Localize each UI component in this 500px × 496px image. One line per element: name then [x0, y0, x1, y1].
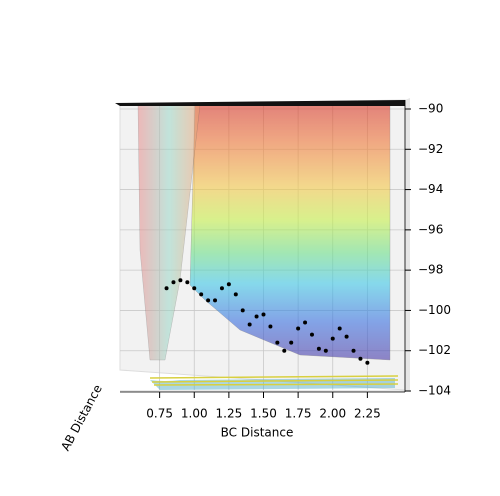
trajectory-point — [275, 340, 280, 345]
y-axis-label: AB Distance — [58, 382, 105, 453]
trajectory-point — [240, 308, 245, 313]
z-tick-label: −104 — [418, 384, 451, 398]
z-tick-label: −92 — [418, 142, 443, 156]
z-tick-label: −96 — [418, 222, 443, 236]
trajectory-point — [309, 332, 314, 337]
trajectory-point — [206, 298, 211, 303]
trajectory-point — [226, 282, 231, 287]
x-tick-label: 0.75 — [146, 407, 173, 421]
trajectory-point — [233, 292, 238, 297]
surface — [115, 100, 405, 390]
x-tick-label: 2.25 — [354, 407, 381, 421]
x-tick-label: 1.00 — [181, 407, 208, 421]
z-tick-label: −102 — [418, 343, 451, 357]
trajectory-point — [171, 280, 176, 285]
z-tick-label: −98 — [418, 263, 443, 277]
trajectory-point — [185, 280, 190, 285]
trajectory-point — [316, 346, 321, 351]
trajectory-point — [254, 314, 259, 319]
x-axis-label: BC Distance — [221, 426, 294, 440]
trajectory-point — [289, 340, 294, 345]
x-tick-label: 1.50 — [250, 407, 277, 421]
trajectory-point — [351, 348, 356, 353]
z-tick-label: −94 — [418, 182, 443, 196]
trajectory-point — [199, 292, 204, 297]
x-tick-label: 1.75 — [285, 407, 312, 421]
trajectory-point — [247, 322, 252, 327]
trajectory-point — [358, 356, 363, 361]
x-tick-label: 1.25 — [216, 407, 243, 421]
trajectory-point — [178, 278, 183, 283]
trajectory-point — [192, 286, 197, 291]
trajectory-point — [261, 312, 266, 317]
trajectory-point — [337, 326, 342, 331]
trajectory-point — [365, 360, 370, 365]
trajectory-point — [164, 286, 169, 291]
z-tick-label: −100 — [418, 303, 451, 317]
trajectory-point — [219, 286, 224, 291]
x-tick-label: 2.00 — [319, 407, 346, 421]
trajectory-point — [323, 348, 328, 353]
trajectory-point — [282, 348, 287, 353]
trajectory-point — [344, 334, 349, 339]
z-tick-label: −90 — [418, 102, 443, 116]
trajectory-point — [296, 326, 301, 331]
trajectory-point — [213, 298, 218, 303]
trajectory-point — [303, 320, 308, 325]
trajectory-point — [330, 336, 335, 341]
trajectory-point — [268, 324, 273, 329]
